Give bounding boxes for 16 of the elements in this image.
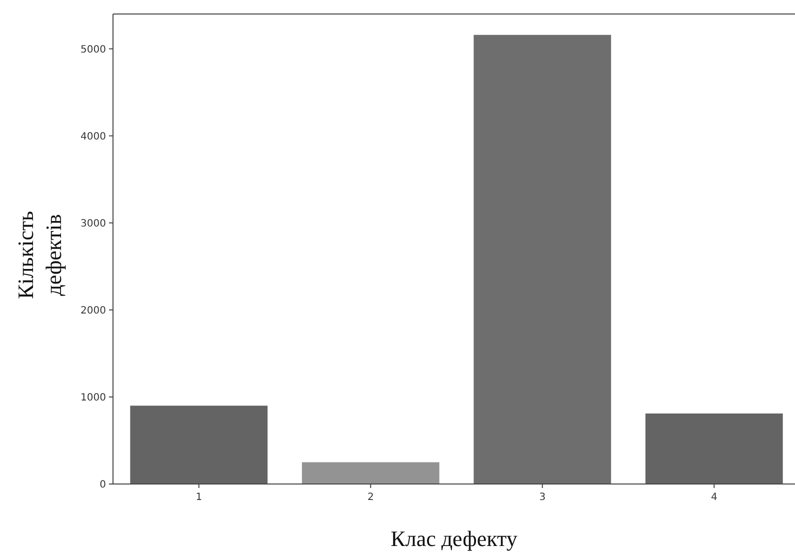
y-tick-label: 1000	[80, 392, 106, 404]
bar	[302, 462, 440, 484]
bar	[474, 34, 612, 484]
bar	[130, 406, 268, 484]
y-tick-label: 2000	[80, 305, 106, 316]
y-tick-label: 4000	[80, 131, 106, 142]
bar	[645, 414, 783, 484]
y-tick-label: 0	[100, 480, 106, 490]
x-tick-label: 3	[539, 492, 546, 503]
y-axis-title: Кількість дефектів	[13, 210, 66, 300]
x-tick-label: 1	[196, 492, 202, 503]
x-tick-label: 4	[710, 492, 718, 503]
y-tick-label: 3000	[80, 218, 106, 230]
x-axis-title: Клас дефекту	[390, 526, 518, 551]
x-tick-label: 2	[367, 492, 374, 503]
y-tick-label: 5000	[80, 44, 106, 56]
